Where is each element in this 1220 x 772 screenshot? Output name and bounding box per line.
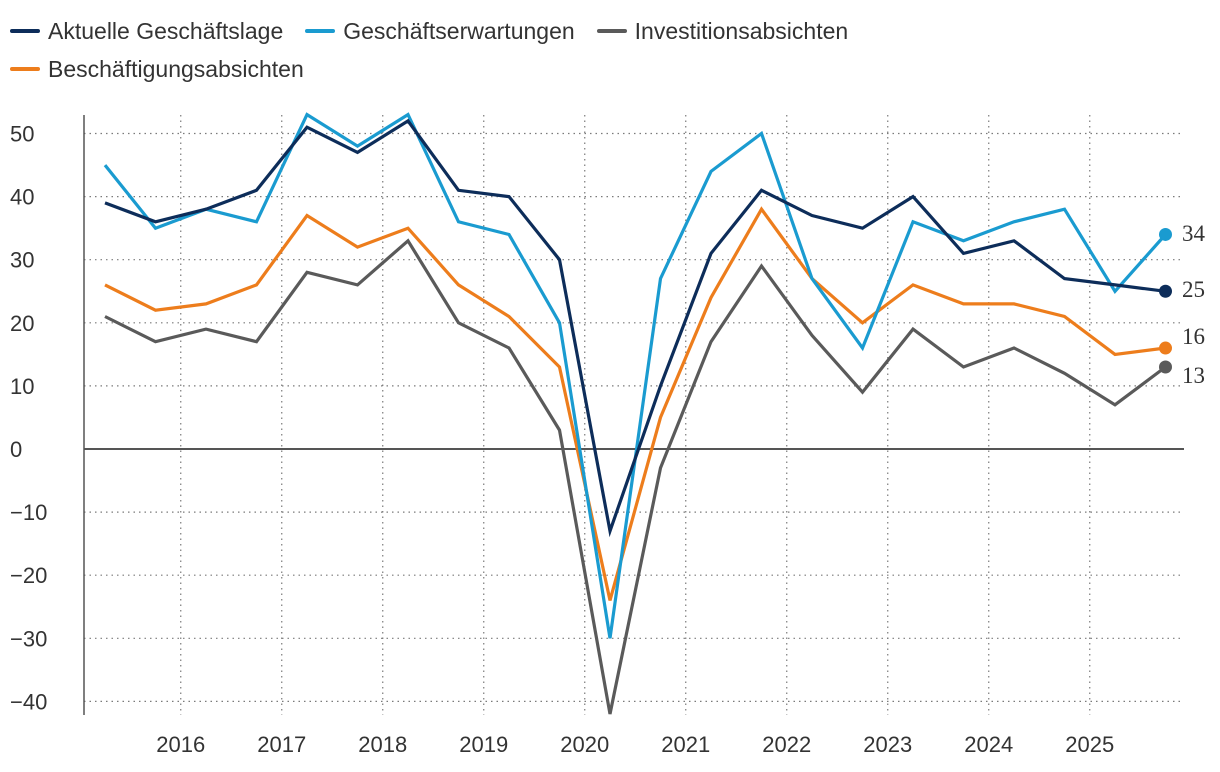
y-tick-label: 10 [10, 374, 34, 399]
y-tick-label: −30 [10, 626, 47, 651]
x-tick-label: 2021 [661, 732, 710, 757]
legend-item-geschaeftserwartungen: Geschäftserwartungen [305, 17, 575, 45]
y-tick-label: 20 [10, 311, 34, 336]
legend-swatch [596, 29, 627, 33]
legend-swatch [305, 29, 336, 33]
series-line [103, 112, 1167, 639]
series-end-marker [1159, 341, 1172, 355]
series-line [104, 238, 1167, 715]
x-tick-label: 2024 [964, 732, 1013, 757]
series-end-marker [1159, 227, 1172, 241]
series-line [104, 118, 1166, 538]
y-tick-label: 40 [10, 185, 34, 210]
series-end-marker [1159, 360, 1172, 374]
x-tick-label: 2020 [560, 732, 609, 757]
series-line [104, 206, 1166, 601]
series-end-label: 13 [1182, 363, 1205, 388]
x-tick-label: 2018 [358, 732, 407, 757]
legend-swatch [10, 29, 40, 33]
legend-label: Geschäftserwartungen [343, 17, 575, 44]
legend-label: Aktuelle Geschäftslage [48, 17, 284, 44]
y-tick-label: −40 [10, 689, 47, 714]
x-tick-label: 2016 [156, 732, 205, 757]
series-end-marker [1159, 284, 1172, 298]
y-tick-label: −10 [10, 500, 47, 525]
legend-label: Investitionsabsichten [634, 17, 849, 44]
legend-item-beschaeftigungsabsichten: Beschäftigungsabsichten [10, 56, 304, 83]
x-tick-label: 2022 [762, 732, 811, 757]
legend-item-investitionsabsichten: Investitionsabsichten [596, 17, 849, 45]
legend-row: Beschäftigungsabsichten [10, 50, 1190, 88]
legend-swatch [10, 67, 40, 71]
series-end-label: 34 [1182, 221, 1206, 246]
legend: Aktuelle Geschäftslage Geschäftserwartun… [10, 12, 1190, 88]
y-tick-label: 50 [10, 122, 34, 147]
x-tick-label: 2023 [863, 732, 912, 757]
legend-item-aktuelle-geschaeftslage: Aktuelle Geschäftslage [10, 18, 283, 45]
y-tick-label: −20 [10, 563, 47, 588]
y-tick-label: 0 [10, 437, 22, 462]
legend-label: Beschäftigungsabsichten [48, 55, 304, 82]
x-tick-label: 2017 [257, 732, 306, 757]
series-end-label: 25 [1182, 277, 1205, 302]
x-tick-label: 2025 [1065, 732, 1114, 757]
x-tick-label: 2019 [459, 732, 508, 757]
y-tick-label: 30 [10, 248, 34, 273]
series-end-label: 16 [1182, 324, 1205, 349]
legend-row: Aktuelle Geschäftslage Geschäftserwartun… [10, 12, 1190, 50]
